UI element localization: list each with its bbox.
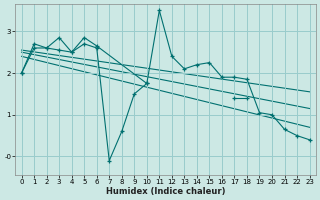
X-axis label: Humidex (Indice chaleur): Humidex (Indice chaleur) <box>106 187 225 196</box>
